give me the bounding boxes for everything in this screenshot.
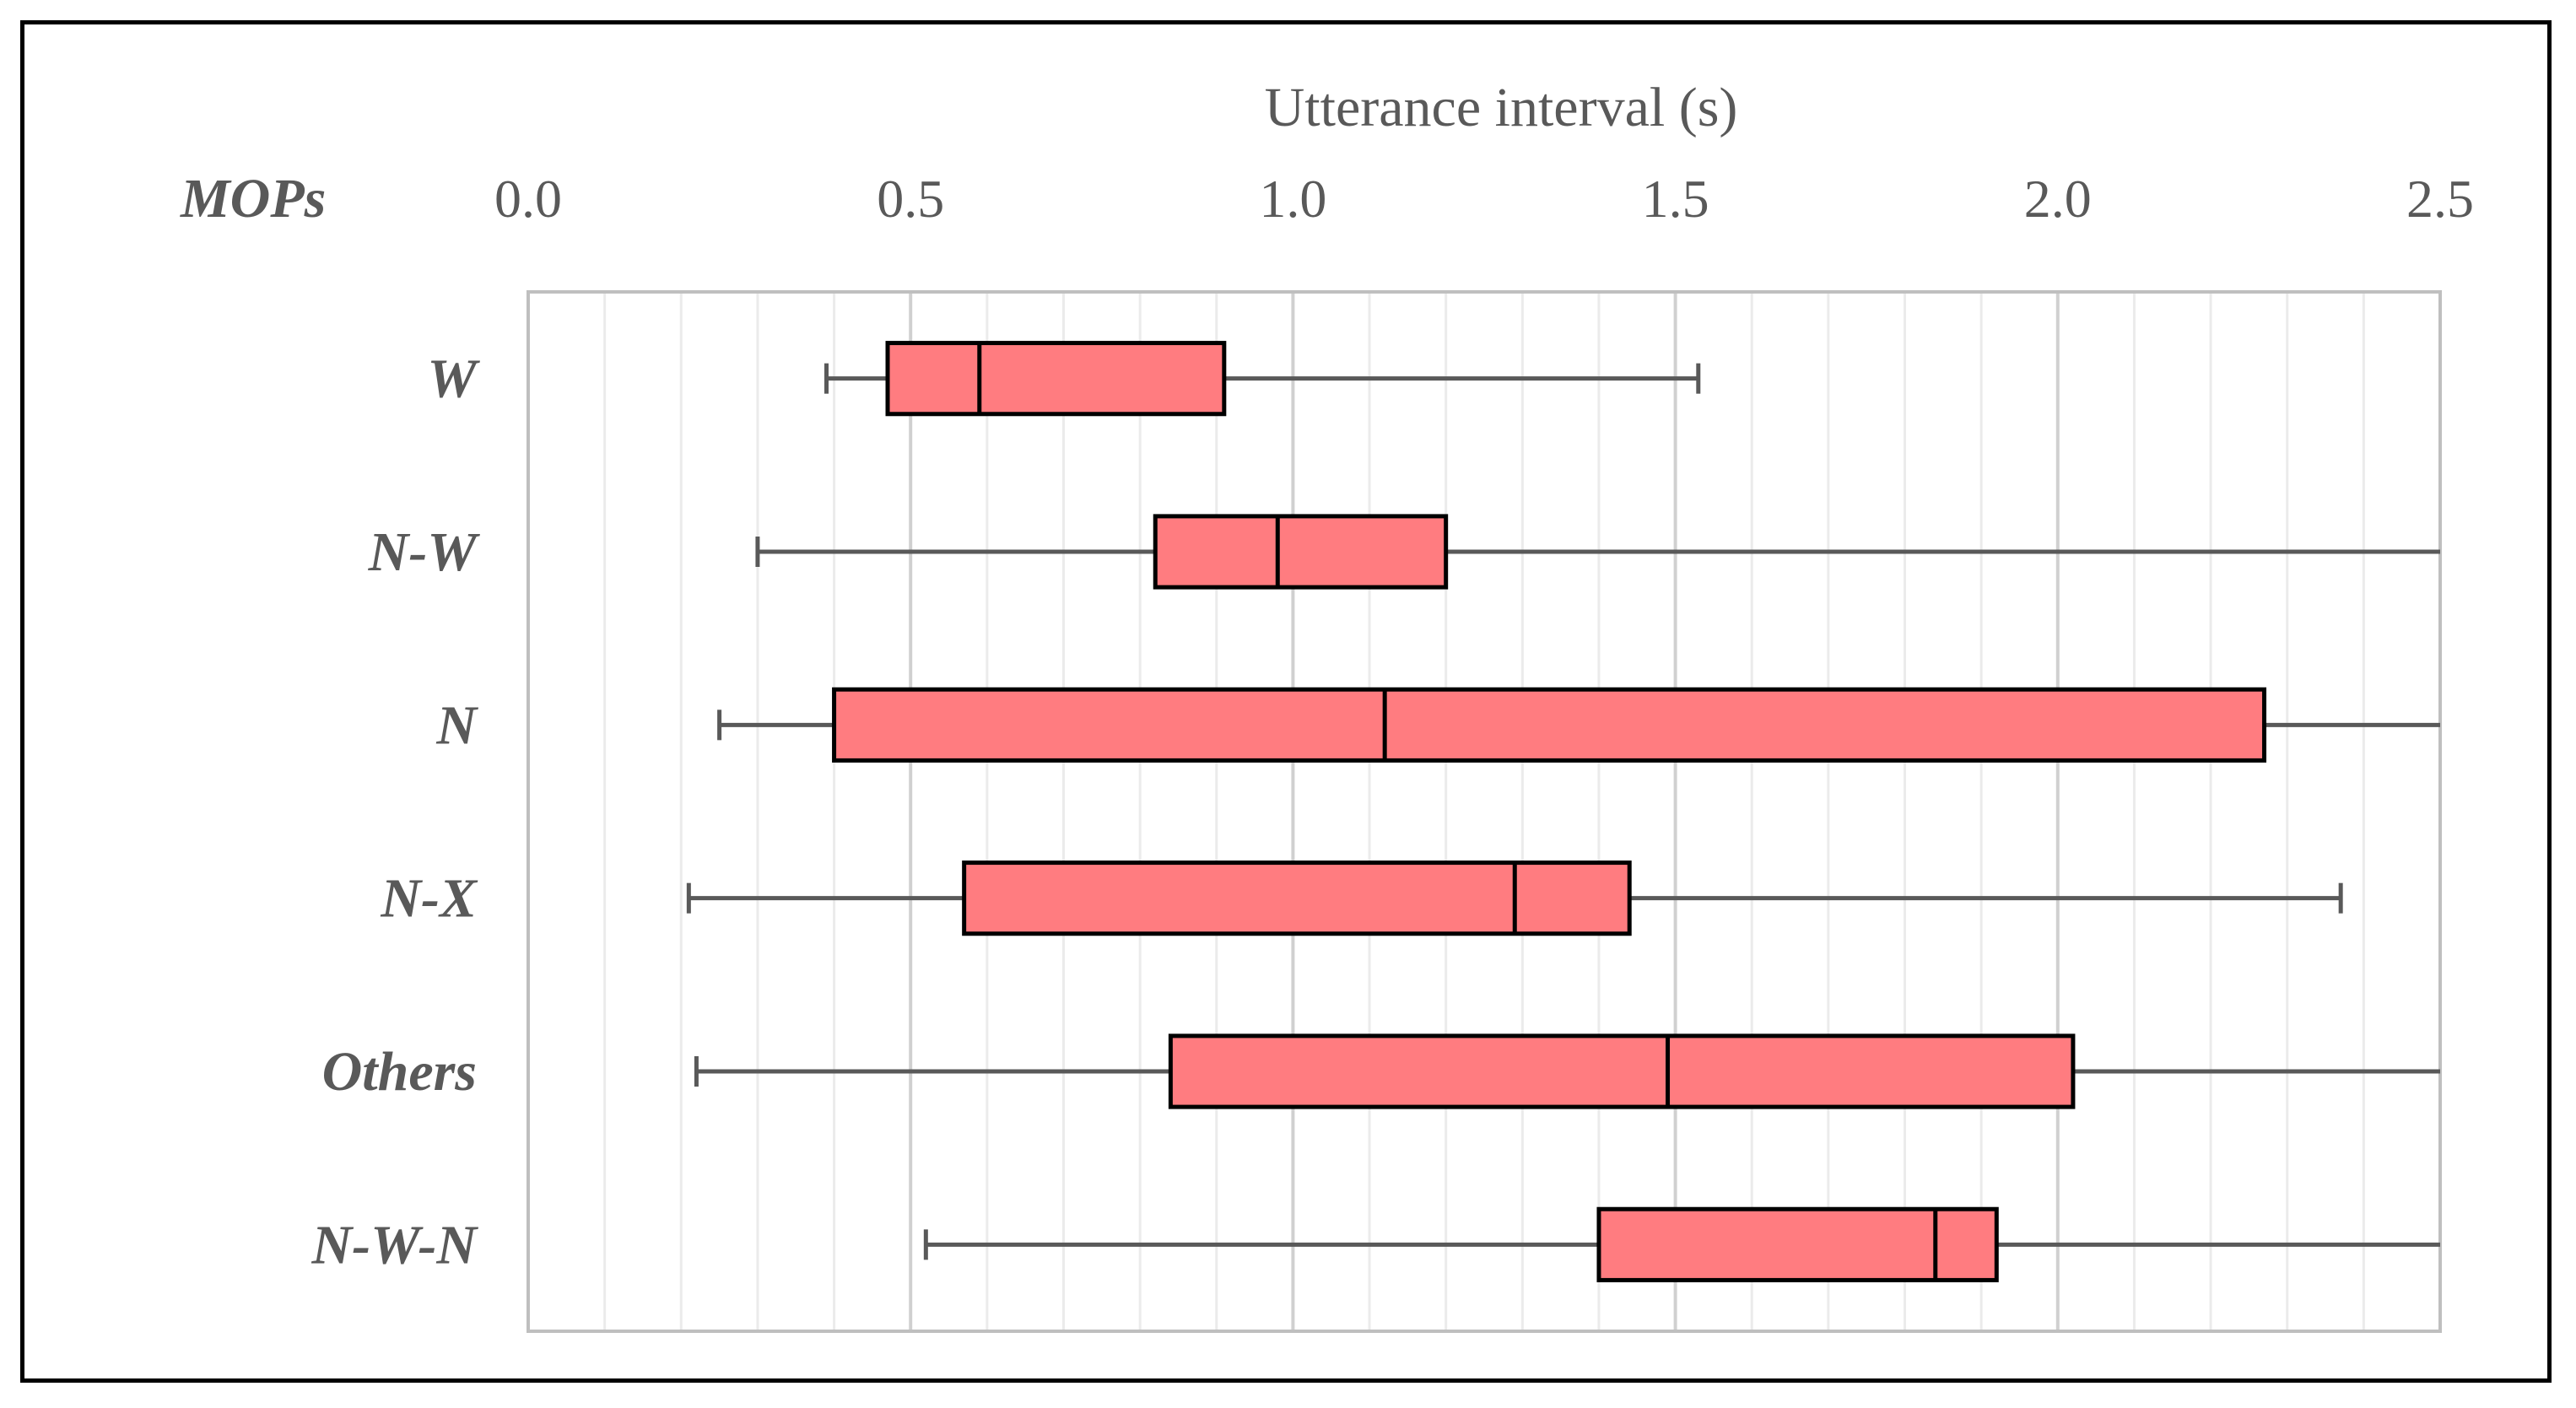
x-tick-label: 1.5 (1642, 169, 1709, 229)
y-axis-title: MOPs (180, 168, 326, 229)
box-iqr (1168, 1033, 2076, 1109)
box-iqr (1596, 1206, 1999, 1282)
plot-area (527, 290, 2442, 1333)
x-tick-label: 2.5 (2406, 169, 2474, 229)
box-iqr (1153, 514, 1449, 590)
category-label: Others (322, 1041, 477, 1103)
boxplot-chart: 0.0 0.5 1.0 1.5 2.0 2.5 W N-W N N-X Others N-W-N U… (180, 77, 2474, 1333)
category-label: N-W-N (311, 1214, 478, 1276)
x-tick-label: 1.0 (1259, 169, 1326, 229)
category-labels: W N-W N N-X Others N-W-N (311, 348, 480, 1276)
category-label: N-W (368, 521, 481, 583)
x-tick-label: 0.0 (494, 169, 562, 229)
category-label: N (435, 694, 478, 756)
x-tick-label: 2.0 (2024, 169, 2092, 229)
box-iqr (885, 341, 1227, 417)
category-label: N-X (380, 868, 478, 930)
x-tick-label: 0.5 (877, 169, 944, 229)
grid-lines (603, 292, 2365, 1331)
chart-frame: 0.0 0.5 1.0 1.5 2.0 2.5 W N-W N N-X Others N-W-N U… (20, 20, 2552, 1383)
box-iqr (962, 860, 1632, 936)
box-iqr (832, 687, 2267, 763)
box-series (686, 341, 2440, 1282)
x-tick-labels: 0.0 0.5 1.0 1.5 2.0 2.5 (494, 169, 2474, 229)
x-axis-title: Utterance interval (s) (1265, 77, 1738, 138)
category-label: W (427, 348, 480, 410)
